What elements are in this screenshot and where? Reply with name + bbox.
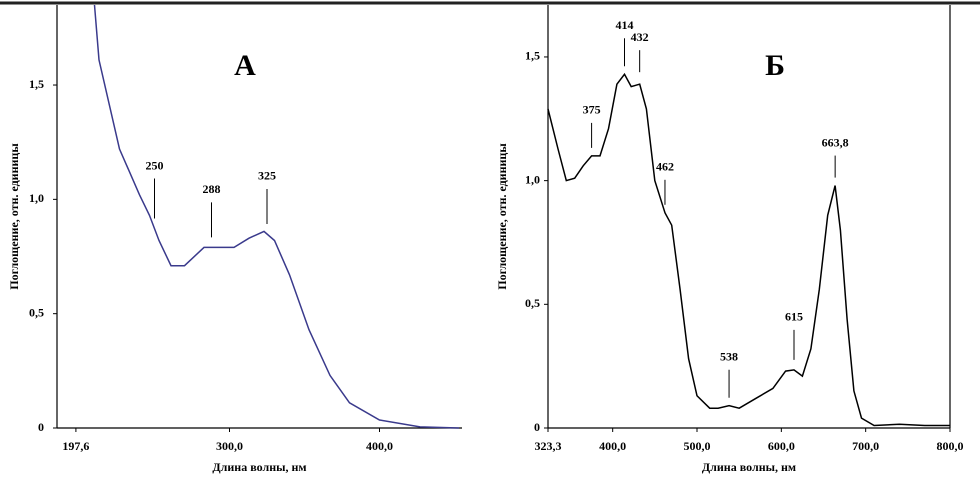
- y-tick-label: 0: [534, 420, 540, 434]
- peak-label: 538: [720, 349, 738, 363]
- x-tick-label: 197,6: [62, 439, 89, 453]
- peak-label: 325: [258, 169, 276, 183]
- x-axis-label: Длина волны, нм: [702, 460, 796, 474]
- x-tick-label: 400,0: [366, 439, 393, 453]
- panel-title: А: [234, 49, 256, 82]
- peak-label: 663,8: [822, 135, 849, 149]
- peak-label: 462: [656, 160, 674, 174]
- x-tick-label: 323,3: [535, 439, 562, 453]
- peak-label: 615: [785, 310, 803, 324]
- y-axis-label: Поглощение, отн. единицы: [495, 143, 509, 290]
- x-axis-label: Длина волны, нм: [212, 460, 306, 474]
- y-axis-label: Поглощение, отн. единицы: [7, 143, 21, 290]
- y-tick-label: 1,0: [525, 172, 540, 186]
- y-tick-label: 0,5: [29, 305, 44, 319]
- y-tick-label: 0,5: [525, 296, 540, 310]
- y-tick-label: 1,0: [29, 191, 44, 205]
- x-tick-label: 400,0: [599, 439, 626, 453]
- peak-label: 375: [583, 103, 601, 117]
- x-tick-label: 700,0: [852, 439, 879, 453]
- y-tick-label: 1,5: [525, 49, 540, 63]
- panel-title: Б: [765, 49, 785, 82]
- peak-label: 250: [146, 158, 164, 172]
- y-tick-label: 1,5: [29, 77, 44, 91]
- peak-label: 432: [631, 30, 649, 44]
- x-tick-label: 500,0: [684, 439, 711, 453]
- peak-label: 288: [203, 182, 221, 196]
- spectrum-line: [547, 72, 950, 427]
- x-tick-label: 800,0: [937, 439, 964, 453]
- peak-label: 414: [615, 18, 633, 32]
- x-tick-label: 600,0: [768, 439, 795, 453]
- y-tick-label: 0: [38, 420, 44, 434]
- spectrum-line: [93, 4, 460, 429]
- x-tick-label: 300,0: [216, 439, 243, 453]
